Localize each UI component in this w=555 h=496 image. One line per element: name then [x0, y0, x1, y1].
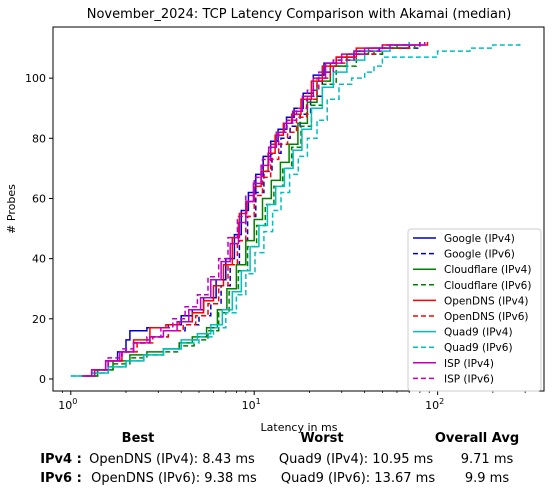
x-tick-label: 102	[425, 397, 444, 412]
legend-label: OpenDNS (IPv4)	[444, 295, 529, 307]
y-tick-label: 20	[32, 313, 46, 326]
x-tick-label: 101	[242, 397, 261, 412]
x-axis-label: Latency in ms	[261, 421, 338, 434]
series-line-google-ipv6	[85, 42, 420, 376]
y-tick-label: 60	[32, 192, 46, 205]
legend: Google (IPv4) Google (IPv6) Cloudflare (IP…	[408, 229, 541, 391]
x-tick-label: 100	[58, 397, 77, 412]
series-line-isp-ipv4	[82, 42, 425, 376]
y-tick-label: 40	[32, 253, 46, 266]
legend-label: Cloudflare (IPv6)	[444, 280, 531, 292]
legend-label: ISP (IPv6)	[444, 373, 494, 385]
legend-label: Cloudflare (IPv4)	[444, 264, 531, 276]
legend-label: Google (IPv6)	[444, 249, 515, 261]
legend-label: OpenDNS (IPv6)	[444, 311, 529, 323]
chart-title: November_2024: TCP Latency Comparison wi…	[87, 7, 512, 22]
series-line-cloudflare-ipv6	[85, 42, 414, 376]
legend-label: Google (IPv4)	[444, 233, 515, 245]
y-tick-label: 80	[32, 132, 46, 145]
legend-label: Quad9 (IPv4)	[444, 327, 513, 339]
y-axis-label: # Probes	[5, 184, 18, 234]
series-line-isp-ipv6	[85, 42, 420, 376]
y-tick-label: 0	[39, 373, 46, 386]
series-line-quad9-ipv4	[71, 42, 409, 376]
legend-label: ISP (IPv4)	[444, 358, 494, 370]
legend-label: Quad9 (IPv6)	[444, 342, 513, 354]
y-tick-label: 100	[25, 72, 46, 85]
